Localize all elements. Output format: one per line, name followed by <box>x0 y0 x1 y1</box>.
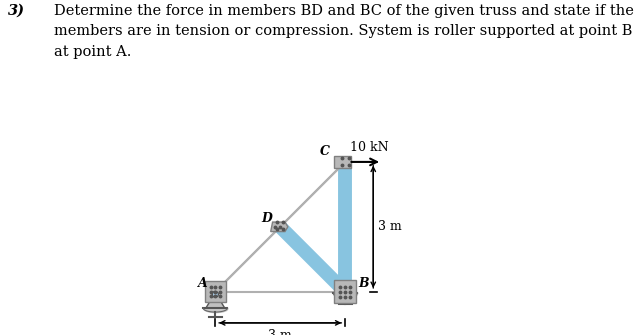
Circle shape <box>212 291 218 297</box>
Text: 10 kN: 10 kN <box>351 141 389 154</box>
Text: 3 m: 3 m <box>378 220 402 233</box>
Polygon shape <box>271 222 288 231</box>
Polygon shape <box>334 280 356 303</box>
Text: 3 m: 3 m <box>268 329 292 335</box>
Text: Determine the force in members BD and BC of the given truss and state if the
mem: Determine the force in members BD and BC… <box>54 4 634 59</box>
Text: D: D <box>262 212 273 225</box>
Text: A: A <box>198 277 207 289</box>
Polygon shape <box>205 281 226 302</box>
Polygon shape <box>333 156 351 168</box>
Polygon shape <box>206 292 225 308</box>
Text: B: B <box>358 277 369 289</box>
Text: 3): 3) <box>8 4 25 18</box>
Text: C: C <box>320 145 330 158</box>
